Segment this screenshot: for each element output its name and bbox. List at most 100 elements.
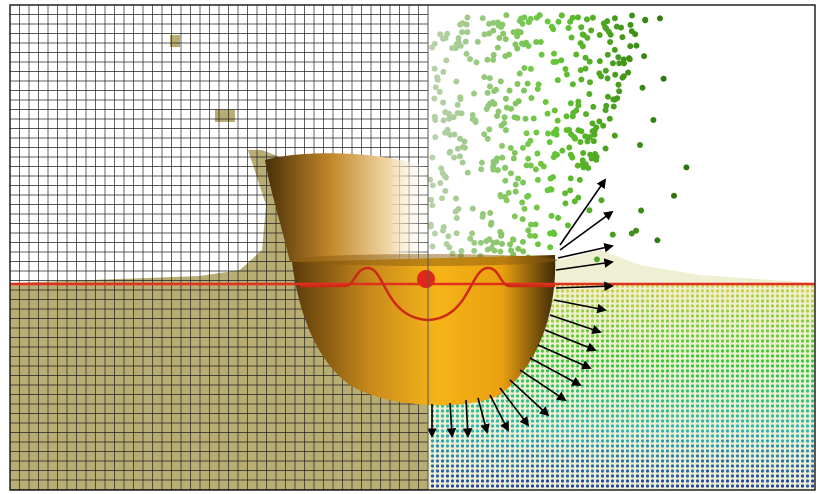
particle — [651, 289, 654, 292]
ejecta-particle — [471, 248, 477, 254]
particle — [751, 399, 754, 402]
particle — [726, 444, 729, 447]
particle — [771, 309, 774, 312]
particle — [446, 429, 449, 432]
particle — [706, 429, 709, 432]
particle — [721, 359, 724, 362]
ejecta-particle — [486, 21, 492, 27]
particle — [566, 459, 569, 462]
ejecta-particle — [496, 22, 502, 28]
particle — [536, 389, 539, 392]
particle — [791, 434, 794, 437]
particle — [761, 394, 764, 397]
particle — [646, 474, 649, 477]
particle — [816, 314, 819, 317]
particle — [751, 344, 754, 347]
particle — [601, 354, 604, 357]
particle — [616, 409, 619, 412]
particle — [651, 484, 654, 487]
particle — [556, 389, 559, 392]
particle — [801, 324, 804, 327]
particle — [556, 479, 559, 482]
ejecta-particle — [485, 90, 491, 96]
particle — [756, 354, 759, 357]
particle — [691, 309, 694, 312]
ejecta-particle — [518, 29, 524, 35]
particle — [546, 474, 549, 477]
particle — [726, 294, 729, 297]
particle — [616, 294, 619, 297]
particle — [661, 319, 664, 322]
particle — [666, 399, 669, 402]
particle — [726, 354, 729, 357]
particle — [626, 294, 629, 297]
particle — [701, 339, 704, 342]
particle — [786, 289, 789, 292]
ejecta-particle — [437, 89, 443, 95]
particle — [596, 354, 599, 357]
particle — [701, 414, 704, 417]
particle — [791, 419, 794, 422]
particle — [606, 474, 609, 477]
ejecta-particle — [441, 117, 447, 123]
particle — [816, 309, 819, 312]
particle — [481, 424, 484, 427]
particle — [586, 484, 589, 487]
particle — [581, 399, 584, 402]
particle — [781, 454, 784, 457]
ejecta-particle — [600, 123, 606, 129]
particle — [741, 409, 744, 412]
particle — [811, 294, 814, 297]
particle — [721, 299, 724, 302]
ejecta-particle — [605, 94, 611, 100]
particle — [531, 474, 534, 477]
particle — [741, 294, 744, 297]
particle — [641, 419, 644, 422]
particle — [626, 299, 629, 302]
particle — [786, 404, 789, 407]
particle — [601, 449, 604, 452]
particle — [481, 469, 484, 472]
particle — [816, 399, 819, 402]
particle — [656, 344, 659, 347]
particle — [761, 339, 764, 342]
particle — [711, 449, 714, 452]
particle — [791, 439, 794, 442]
particle — [541, 464, 544, 467]
particle — [696, 354, 699, 357]
particle — [666, 299, 669, 302]
particle — [756, 384, 759, 387]
particle — [586, 349, 589, 352]
particle — [551, 384, 554, 387]
particle — [651, 474, 654, 477]
particle — [576, 334, 579, 337]
particle — [581, 319, 584, 322]
particle — [706, 454, 709, 457]
particle — [606, 444, 609, 447]
particle — [746, 404, 749, 407]
ejecta-particle — [602, 24, 608, 30]
particle — [781, 289, 784, 292]
particle — [461, 434, 464, 437]
particle — [751, 474, 754, 477]
particle — [526, 384, 529, 387]
particle — [621, 344, 624, 347]
particle — [696, 314, 699, 317]
particle — [506, 434, 509, 437]
particle — [506, 449, 509, 452]
particle — [806, 424, 809, 427]
particle — [556, 329, 559, 332]
particle — [576, 404, 579, 407]
particle — [721, 474, 724, 477]
ejecta-particle — [627, 22, 633, 28]
particle — [701, 424, 704, 427]
particle — [496, 444, 499, 447]
ejecta-particle — [528, 66, 534, 72]
particle — [606, 369, 609, 372]
ejecta-particle — [434, 74, 440, 80]
particle — [721, 289, 724, 292]
particle — [466, 479, 469, 482]
particle — [681, 324, 684, 327]
particle — [456, 419, 459, 422]
particle — [771, 379, 774, 382]
